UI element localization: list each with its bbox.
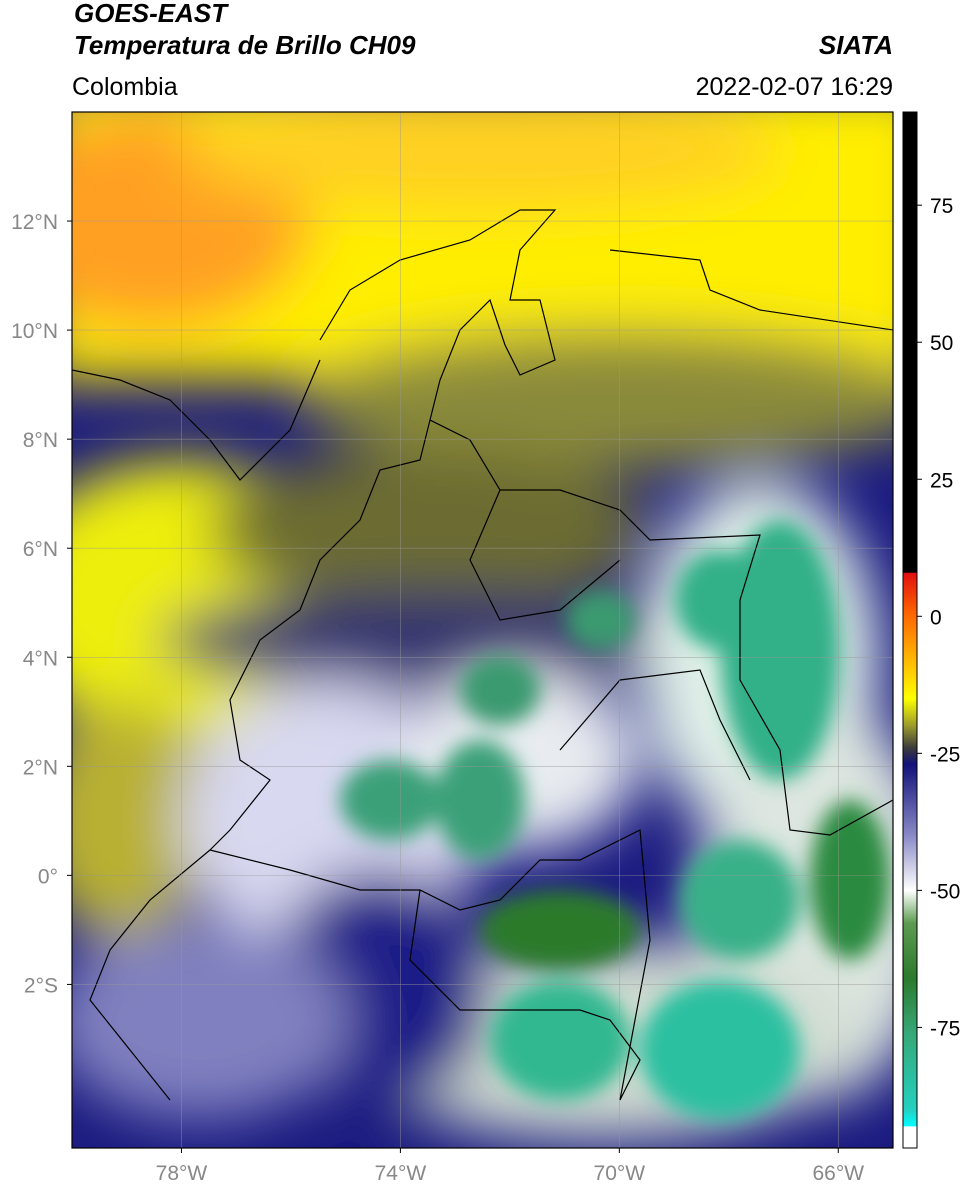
colorbar-tick-label: 75 (930, 195, 953, 218)
graticule (72, 112, 893, 1148)
title: GOES-EAST (74, 0, 229, 28)
lat-tick-label: 6°N (23, 538, 58, 561)
lat-tick-label: 10°N (11, 320, 58, 343)
lon-tick-label: 78°W (156, 1162, 208, 1185)
colorbar-tick-label: -25 (930, 743, 960, 766)
lat-tick-label: 12°N (11, 211, 58, 234)
subtitle: Temperatura de Brillo CH09 (74, 30, 416, 60)
lat-tick-label: 2°S (24, 974, 58, 997)
colorbar-tick-label: -75 (930, 1017, 960, 1040)
lat-tick-label: 0° (38, 865, 58, 888)
borders (72, 209, 893, 1101)
lon-tick-label: 70°W (594, 1162, 646, 1185)
lon-tick-label: 74°W (375, 1162, 427, 1185)
colorbar-tick-label: -50 (930, 880, 960, 903)
colorbar-tick-label: 50 (930, 332, 953, 355)
map-frame (71, 111, 894, 1149)
lat-tick-label: 8°N (23, 429, 58, 452)
colorbar-tick-label: 0 (930, 606, 942, 629)
satellite-image (72, 112, 893, 1148)
lon-tick-label: 66°W (812, 1162, 864, 1185)
datetime: 2022-02-07 16:29 (696, 73, 893, 101)
lat-tick-label: 4°N (23, 647, 58, 670)
colorbar-tick-label: 25 (930, 469, 953, 492)
region: Colombia (72, 73, 178, 101)
source: SIATA (819, 30, 893, 60)
lat-tick-label: 2°N (23, 756, 58, 779)
colorbar (902, 111, 918, 1149)
